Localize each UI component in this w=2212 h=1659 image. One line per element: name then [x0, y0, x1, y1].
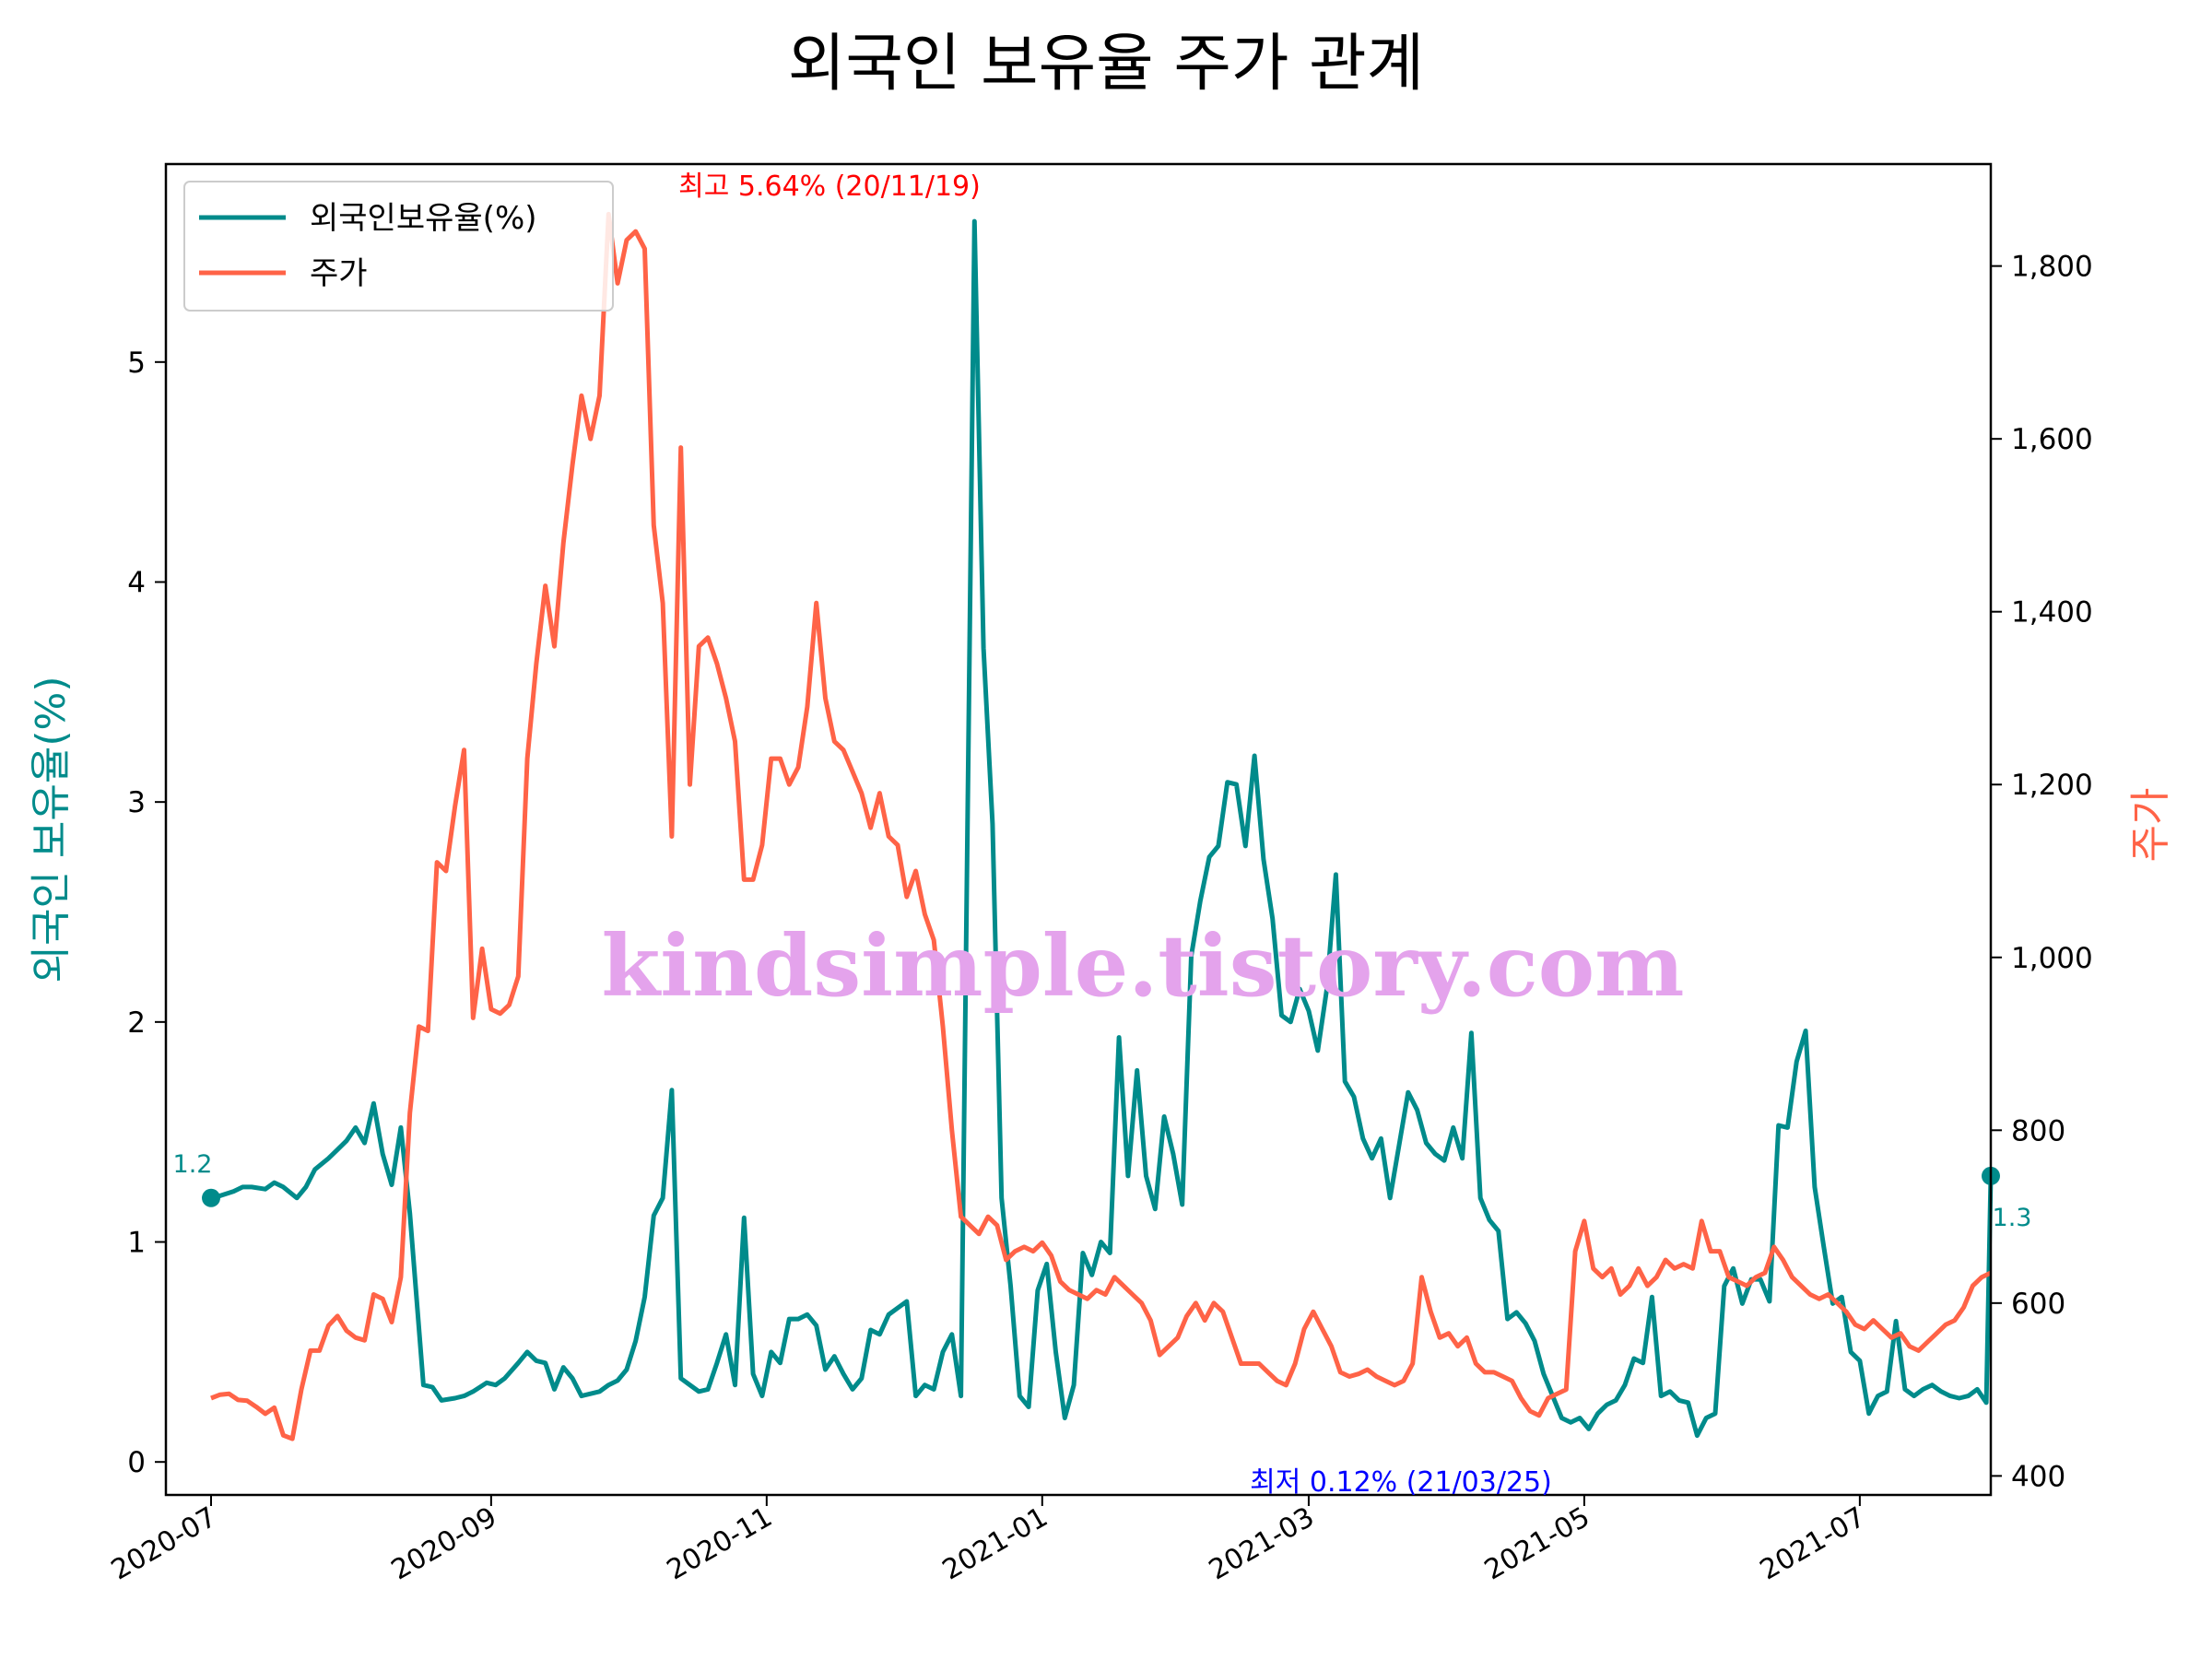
watermark: kindsimple.tistory.com [601, 916, 1684, 1016]
y-axis-right: 400 600 800 1,000 1,200 1,400 1,600 1,800 [1991, 251, 2093, 1493]
legend-box [183, 181, 614, 312]
y-right-tick-label: 1,400 [2011, 596, 2093, 629]
y-left-tick-label: 3 [127, 786, 146, 819]
legend: 외국인보유율(%) 주가 [183, 181, 614, 312]
start-value-label: 1.2 [173, 1150, 213, 1179]
x-tick-label: 2021-01 [937, 1501, 1053, 1587]
end-value-label: 1.3 [1993, 1204, 2032, 1232]
legend-label-price: 주가 [310, 255, 368, 292]
y-right-tick-label: 1,600 [2011, 423, 2093, 456]
y-right-tick-label: 1,200 [2011, 769, 2093, 802]
min-annotation: 최저 0.12% (21/03/25) [1250, 1466, 1552, 1499]
y-left-tick-label: 1 [127, 1227, 146, 1260]
y-right-tick-label: 800 [2011, 1114, 2065, 1147]
y-axis-right-label: 주가 [2127, 788, 2174, 863]
series-line-foreign [210, 218, 1994, 1439]
x-tick-label: 2021-07 [1755, 1501, 1871, 1587]
x-tick-label: 2020-11 [662, 1501, 778, 1587]
y-left-tick-label: 2 [127, 1006, 146, 1040]
y-left-tick-label: 4 [127, 566, 146, 599]
y-left-tick-label: 5 [127, 347, 146, 380]
series-line-price [210, 211, 1993, 1441]
chart-title: 외국인 보유율 주가 관계 [788, 28, 1424, 100]
x-tick-label: 2021-05 [1479, 1501, 1595, 1587]
y-right-tick-label: 1,800 [2011, 251, 2093, 284]
x-tick-label: 2020-07 [106, 1501, 222, 1587]
y-right-tick-label: 400 [2011, 1460, 2065, 1493]
x-axis: 2020-07 2020-09 2020-11 2021-01 2021-03 2021-… [106, 1495, 1871, 1587]
x-tick-label: 2020-09 [386, 1501, 502, 1587]
x-tick-label: 2021-03 [1204, 1501, 1320, 1587]
plot-area [202, 211, 2000, 1441]
start-marker [202, 1188, 221, 1207]
y-axis-left-label: 외국인 보유율(%) [28, 676, 75, 982]
legend-label-foreign: 외국인보유율(%) [310, 200, 537, 237]
plot-frame [164, 162, 1993, 1497]
max-annotation: 최고 5.64% (20/11/19) [678, 171, 981, 203]
y-axis-left: 0 1 2 3 4 5 [127, 347, 166, 1479]
y-left-tick-label: 0 [127, 1446, 146, 1479]
y-right-tick-label: 600 [2011, 1288, 2065, 1321]
y-right-tick-label: 1,000 [2011, 942, 2093, 975]
